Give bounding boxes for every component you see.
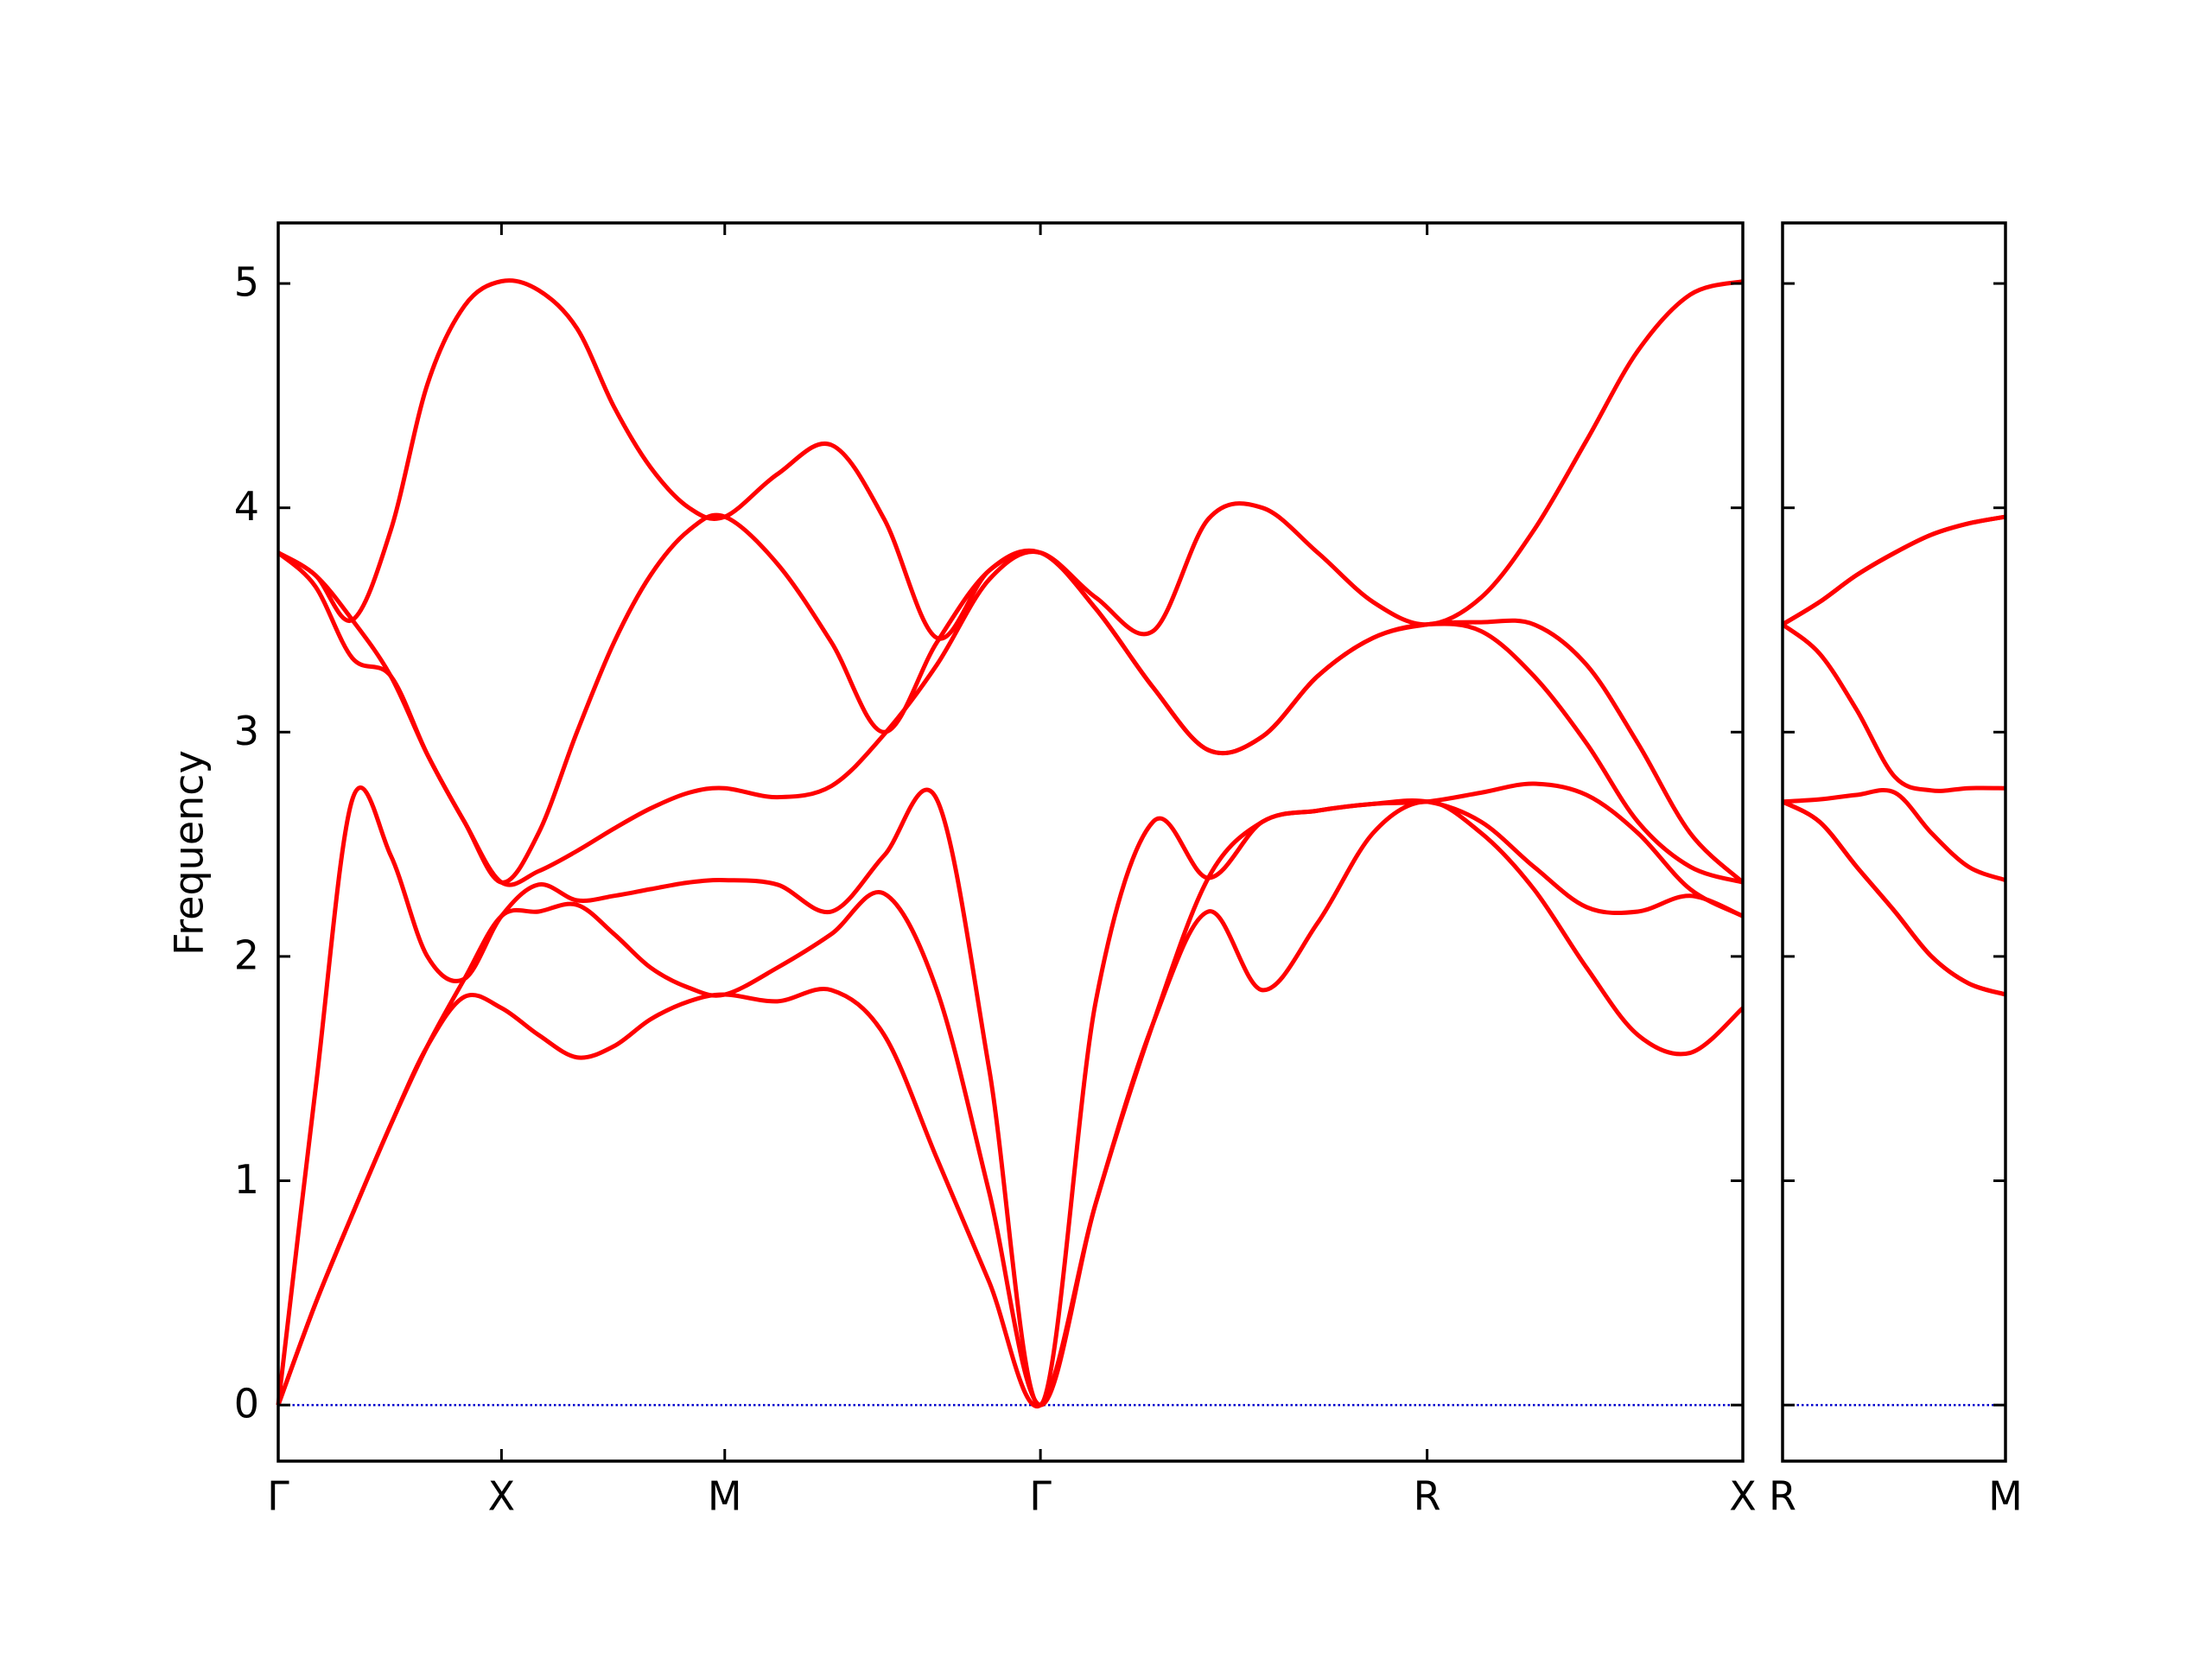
band-line: [276, 278, 1744, 641]
x-tick-label: X: [488, 1473, 516, 1520]
x-tick-label: Γ: [1029, 1473, 1052, 1520]
band-line: [276, 512, 1745, 885]
x-tick-label: M: [1988, 1473, 2023, 1520]
y-tick-label: 5: [234, 259, 259, 306]
band-line: [1781, 622, 2006, 793]
y-tick-label: 3: [234, 708, 259, 754]
y-tick-label: 0: [234, 1381, 259, 1427]
x-tick-label: R: [1769, 1473, 1796, 1520]
x-tick-label: M: [708, 1473, 742, 1520]
band-line: [1781, 799, 2006, 997]
plot-frame: [1781, 221, 2007, 1463]
band-line: [276, 799, 1745, 1408]
band-line: [276, 549, 1744, 887]
band-line: [1781, 514, 2006, 626]
y-axis-label: Frequency: [166, 750, 213, 956]
band-line: [1781, 799, 2006, 997]
x-tick-label: X: [1729, 1473, 1757, 1520]
x-tick-label: Γ: [267, 1473, 289, 1520]
plot-frame: [276, 221, 1745, 1463]
band-line: [1782, 788, 2006, 883]
band-line: [276, 781, 1745, 1408]
y-tick-label: 1: [234, 1156, 259, 1203]
band-line: [1781, 514, 2006, 626]
band-line: [276, 798, 1744, 1408]
x-tick-label: R: [1414, 1473, 1441, 1520]
y-tick-label: 4: [234, 483, 259, 530]
y-tick-label: 2: [234, 931, 259, 978]
